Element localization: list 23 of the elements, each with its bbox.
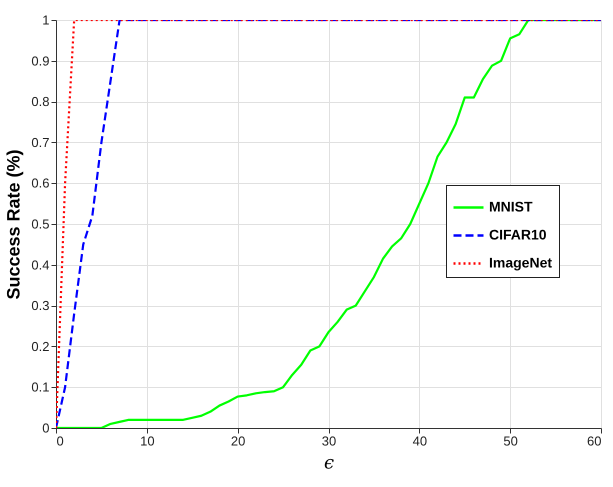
y-tick-label: 0.2 xyxy=(31,338,50,354)
x-tick-label: 60 xyxy=(587,434,602,448)
y-tick-label: 1 xyxy=(42,12,50,28)
x-tick-label: 50 xyxy=(503,434,518,448)
x-tick-label: 0 xyxy=(56,434,64,448)
y-tick-label: 0.7 xyxy=(31,134,50,150)
y-tick-label: 0.1 xyxy=(31,380,50,395)
y-tick-label: 0 xyxy=(42,420,50,436)
y-tick-label: 0.5 xyxy=(31,216,50,232)
x-tick-label: 10 xyxy=(140,434,155,448)
y-tick-label: 0.9 xyxy=(31,53,50,68)
y-tick-label: 0.8 xyxy=(31,94,50,110)
x-tick-label: 30 xyxy=(322,434,336,448)
y-tick-label: 0.6 xyxy=(31,176,50,191)
legend-label: MNIST xyxy=(489,198,533,214)
x-tick-label: 20 xyxy=(230,434,246,448)
y-tick-label: 0.3 xyxy=(31,298,50,314)
legend-label: ImageNet xyxy=(489,254,552,270)
x-tick-label: 40 xyxy=(412,434,428,448)
legend-label: CIFAR10 xyxy=(489,226,547,242)
y-tick-label: 0.4 xyxy=(31,257,50,272)
y-axis-title: Success Rate (%) xyxy=(3,149,24,300)
x-axis-title: ϵ xyxy=(324,452,334,474)
